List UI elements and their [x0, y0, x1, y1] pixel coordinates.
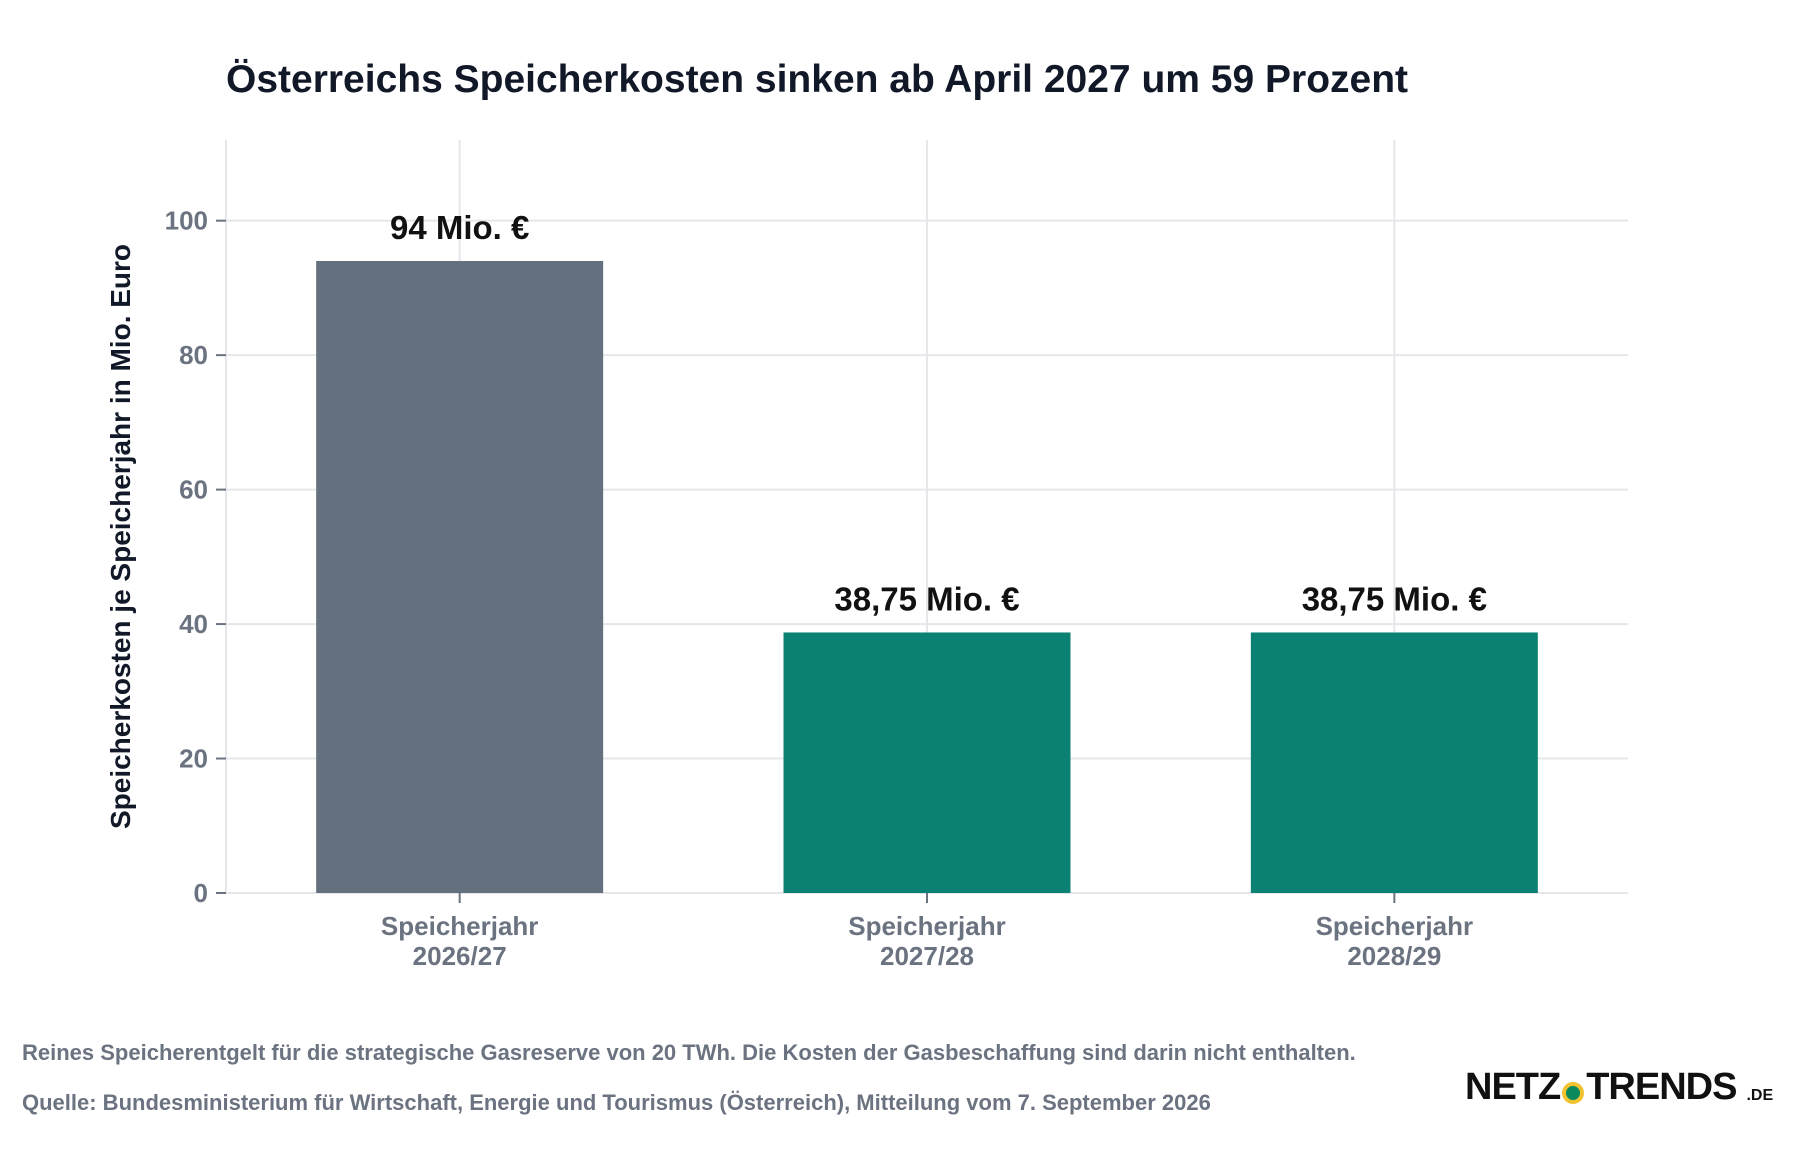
logo-tld: .DE — [1746, 1086, 1774, 1104]
chart-title: Österreichs Speicherkosten sinken ab Apr… — [226, 58, 1409, 101]
x-tick-label: Speicherjahr — [848, 911, 1006, 941]
logo-text-trends: TRENDS — [1586, 1066, 1737, 1108]
y-tick-label: 0 — [194, 878, 208, 908]
bar — [316, 261, 604, 894]
bar-data-label: 38,75 Mio. € — [1302, 580, 1487, 617]
y-tick-label: 60 — [179, 475, 208, 505]
logo-dot-icon — [1562, 1081, 1585, 1104]
x-tick-label: Speicherjahr — [1316, 911, 1474, 941]
x-tick-label: 2027/28 — [880, 941, 974, 971]
source-note: Quelle: Bundesministerium für Wirtschaft… — [22, 1090, 1211, 1115]
y-tick-label: 20 — [179, 744, 208, 774]
bar-chart: 0 20 40 60 80 100 Speicherkosten je Speicherja… — [105, 140, 1628, 971]
x-tick-label: Speicherjahr — [381, 911, 539, 941]
y-tick-label: 100 — [165, 206, 208, 236]
footnote: Reines Speicherentgelt für die strategis… — [22, 1040, 1356, 1065]
bar-data-label: 94 Mio. € — [390, 209, 529, 246]
x-tick-label: 2026/27 — [413, 941, 507, 971]
bar — [783, 632, 1071, 893]
y-tick-label: 80 — [179, 340, 208, 370]
brand-logo: NETZ TRENDS .DE — [1465, 1066, 1773, 1109]
bar — [1250, 632, 1538, 893]
bar-data-label: 38,75 Mio. € — [834, 580, 1019, 617]
logo-text-netz: NETZ — [1465, 1066, 1561, 1108]
y-axis-label: Speicherkosten je Speicherjahr in Mio. E… — [105, 244, 136, 829]
x-tick-label: 2028/29 — [1347, 941, 1441, 971]
y-tick-label: 40 — [179, 609, 208, 639]
